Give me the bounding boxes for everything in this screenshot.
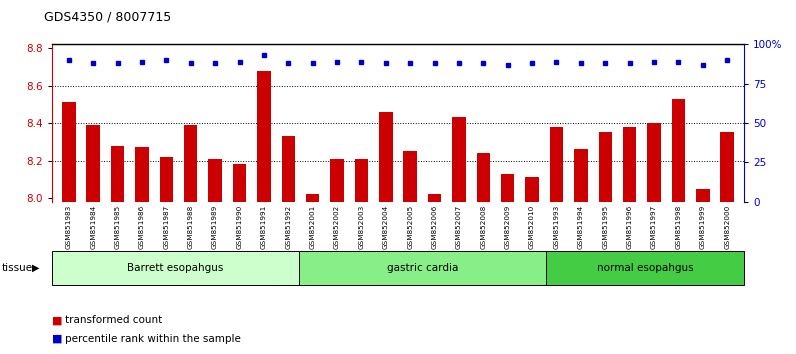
Text: GDS4350 / 8007715: GDS4350 / 8007715	[44, 11, 171, 24]
Text: ■: ■	[52, 334, 62, 344]
Bar	[525, 177, 539, 202]
Bar	[282, 136, 295, 202]
Bar	[574, 149, 587, 202]
Text: normal esopahgus: normal esopahgus	[597, 263, 693, 273]
Bar	[355, 159, 368, 202]
Bar	[672, 99, 685, 202]
Text: percentile rank within the sample: percentile rank within the sample	[65, 334, 241, 344]
Bar	[299, 251, 546, 285]
Text: Barrett esopahgus: Barrett esopahgus	[127, 263, 224, 273]
Bar	[257, 70, 271, 202]
Bar	[209, 159, 222, 202]
Bar	[232, 164, 246, 202]
Bar	[135, 147, 149, 202]
Bar	[623, 127, 636, 202]
Bar	[379, 112, 392, 202]
Bar	[428, 194, 441, 202]
Text: gastric cardia: gastric cardia	[387, 263, 458, 273]
Bar	[546, 251, 744, 285]
Bar	[477, 153, 490, 202]
Bar	[550, 127, 564, 202]
Bar	[501, 174, 514, 202]
Bar	[111, 145, 124, 202]
Bar	[306, 194, 319, 202]
Text: tissue: tissue	[2, 263, 33, 273]
Bar	[599, 132, 612, 202]
Bar	[330, 159, 344, 202]
Bar	[62, 102, 76, 202]
Bar	[160, 157, 173, 202]
Bar	[184, 125, 197, 202]
Bar	[720, 132, 734, 202]
Bar	[52, 251, 299, 285]
Bar	[404, 151, 417, 202]
Bar	[452, 118, 466, 202]
Bar	[87, 125, 100, 202]
Bar	[696, 189, 709, 202]
Text: ■: ■	[52, 315, 62, 325]
Text: ▶: ▶	[32, 263, 39, 273]
Bar	[647, 123, 661, 202]
Text: transformed count: transformed count	[65, 315, 162, 325]
